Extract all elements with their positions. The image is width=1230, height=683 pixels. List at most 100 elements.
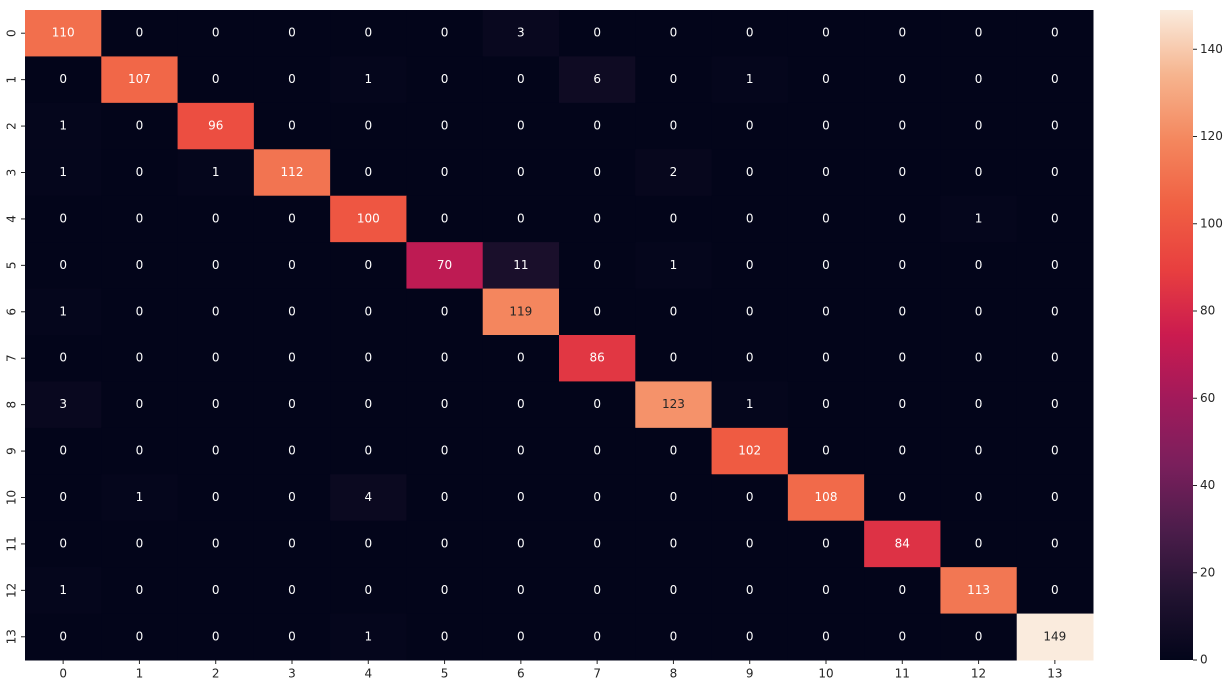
x-tick-label: 5 bbox=[441, 667, 449, 681]
cell-label: 0 bbox=[1051, 490, 1059, 504]
cell-label: 0 bbox=[288, 397, 296, 411]
cell-label: 0 bbox=[670, 304, 678, 318]
cell-label: 0 bbox=[441, 304, 449, 318]
cell-label: 0 bbox=[822, 211, 830, 225]
cell-label: 0 bbox=[364, 165, 372, 179]
cell bbox=[253, 335, 331, 382]
cell-label: 0 bbox=[517, 351, 525, 365]
cell bbox=[177, 102, 255, 150]
cell-label: 0 bbox=[593, 629, 601, 643]
cell bbox=[101, 242, 179, 290]
cell-label: 0 bbox=[975, 351, 983, 365]
cell bbox=[101, 195, 179, 243]
cell-label: 0 bbox=[212, 397, 220, 411]
cell bbox=[406, 102, 484, 150]
cell bbox=[1016, 195, 1094, 243]
cell bbox=[940, 102, 1018, 150]
cell-label: 0 bbox=[746, 629, 754, 643]
cell bbox=[864, 288, 941, 336]
cell-label: 0 bbox=[517, 397, 525, 411]
cell bbox=[406, 10, 484, 57]
cell-label: 0 bbox=[593, 397, 601, 411]
cell bbox=[559, 520, 636, 568]
y-tick-label: 5 bbox=[5, 262, 19, 270]
y-tick-label: 7 bbox=[5, 354, 19, 362]
cell-label: 0 bbox=[822, 444, 830, 458]
cell bbox=[330, 335, 407, 382]
cell-label: 0 bbox=[364, 444, 372, 458]
cell bbox=[177, 335, 255, 382]
cell-label: 0 bbox=[288, 304, 296, 318]
cell-label: 0 bbox=[364, 583, 372, 597]
cell-label: 0 bbox=[441, 490, 449, 504]
cell bbox=[940, 335, 1018, 382]
cell-label: 0 bbox=[364, 397, 372, 411]
cell bbox=[711, 474, 789, 522]
cell-label: 3 bbox=[517, 26, 525, 40]
cell bbox=[940, 381, 1018, 429]
cell-label: 0 bbox=[288, 351, 296, 365]
cell-label: 0 bbox=[975, 72, 983, 86]
cell bbox=[635, 567, 713, 615]
cell-label: 0 bbox=[517, 444, 525, 458]
cell-label: 0 bbox=[364, 258, 372, 272]
cell-label: 0 bbox=[1051, 351, 1059, 365]
cell bbox=[482, 335, 560, 382]
cell bbox=[711, 427, 789, 475]
cell bbox=[787, 335, 865, 382]
cell-label: 0 bbox=[212, 26, 220, 40]
cell bbox=[1016, 10, 1094, 57]
cell bbox=[101, 288, 179, 336]
cell-label: 1 bbox=[975, 211, 983, 225]
cell bbox=[1016, 102, 1094, 150]
cell bbox=[559, 56, 636, 104]
cell-label: 0 bbox=[136, 351, 144, 365]
cell-label: 0 bbox=[593, 165, 601, 179]
cell-label: 0 bbox=[441, 165, 449, 179]
cell bbox=[253, 56, 331, 104]
cell bbox=[101, 335, 179, 382]
y-tick-label: 4 bbox=[5, 215, 19, 223]
cell-label: 0 bbox=[975, 536, 983, 550]
cell-label: 123 bbox=[662, 397, 685, 411]
cell bbox=[864, 381, 941, 429]
cell bbox=[25, 427, 102, 475]
cell bbox=[635, 427, 713, 475]
cell-label: 0 bbox=[593, 490, 601, 504]
cell-label: 0 bbox=[746, 258, 754, 272]
cell bbox=[253, 613, 331, 661]
y-tick-label: 3 bbox=[5, 169, 19, 177]
cell-label: 0 bbox=[822, 397, 830, 411]
cell-label: 0 bbox=[593, 26, 601, 40]
cell bbox=[711, 195, 789, 243]
cell-label: 0 bbox=[441, 119, 449, 133]
colorbar-tick-label: 120 bbox=[1200, 129, 1223, 143]
cell bbox=[25, 381, 102, 429]
cell-label: 0 bbox=[593, 211, 601, 225]
colorbar-tick-label: 0 bbox=[1200, 653, 1208, 667]
cell bbox=[864, 567, 941, 615]
cell bbox=[101, 567, 179, 615]
cell-label: 0 bbox=[670, 583, 678, 597]
cell bbox=[330, 381, 407, 429]
cell-label: 3 bbox=[59, 397, 67, 411]
cell-label: 0 bbox=[288, 26, 296, 40]
cell-label: 0 bbox=[822, 351, 830, 365]
cell bbox=[330, 567, 407, 615]
cell bbox=[406, 520, 484, 568]
cell bbox=[406, 288, 484, 336]
cell-label: 0 bbox=[746, 119, 754, 133]
cell-label: 0 bbox=[898, 26, 906, 40]
cell bbox=[864, 149, 941, 197]
cell-label: 0 bbox=[1051, 165, 1059, 179]
cell-label: 0 bbox=[136, 119, 144, 133]
cell-label: 1 bbox=[59, 165, 67, 179]
cell-label: 0 bbox=[822, 26, 830, 40]
x-tick-label: 10 bbox=[818, 667, 833, 681]
cell bbox=[101, 56, 179, 104]
cell-label: 0 bbox=[517, 629, 525, 643]
cell bbox=[711, 288, 789, 336]
cell-label: 0 bbox=[517, 165, 525, 179]
cell bbox=[253, 520, 331, 568]
